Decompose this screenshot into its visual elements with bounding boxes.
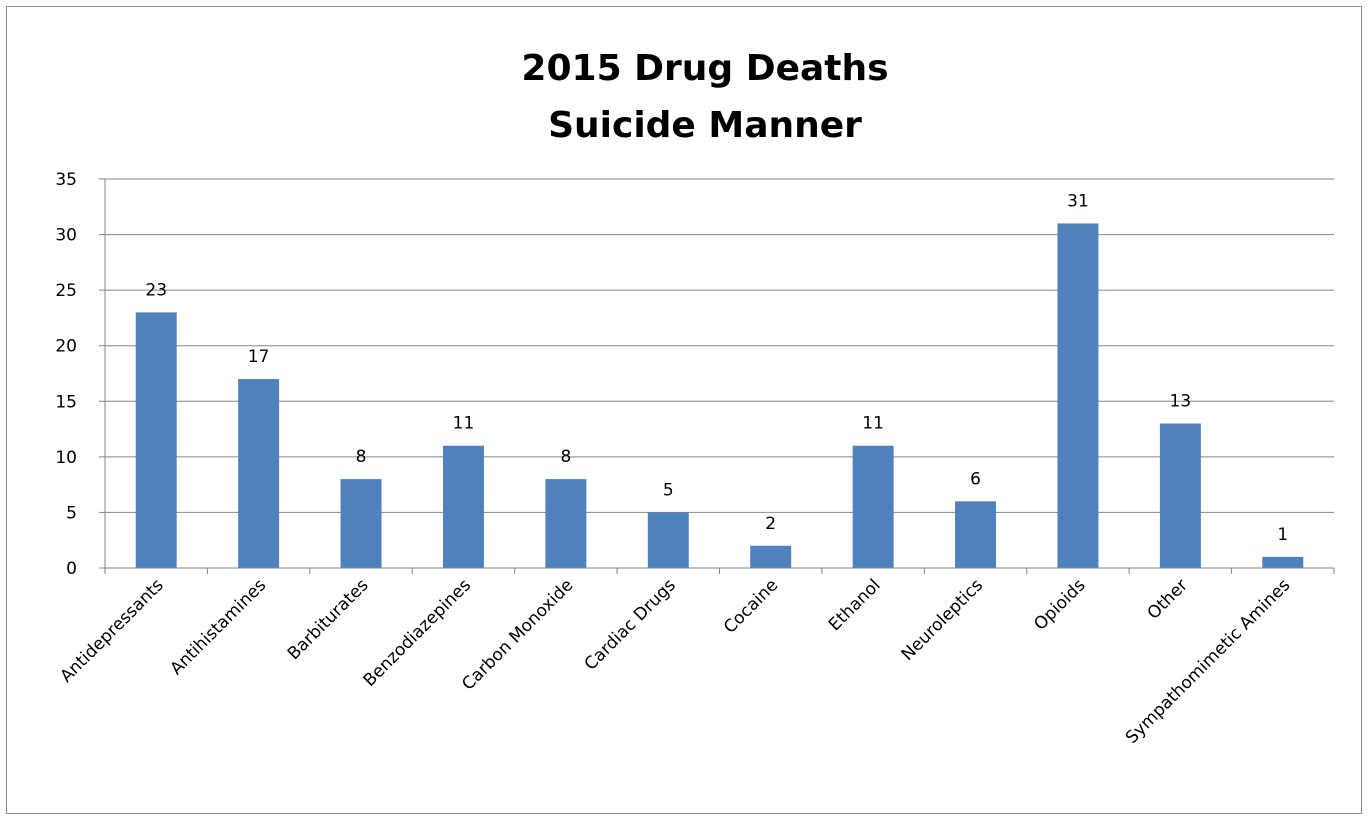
bars — [135, 223, 1304, 568]
y-tick-label: 10 — [55, 448, 77, 468]
axes — [99, 178, 1335, 574]
bar-carbon-monoxide — [545, 479, 587, 568]
bar-benzodiazepines — [442, 445, 484, 568]
chart-title-line-2: Suicide Manner — [548, 105, 862, 146]
bar-opioids — [1057, 223, 1099, 568]
x-category-label: Cardiac Drugs — [581, 575, 680, 674]
x-category-label: Antihistamines — [166, 575, 270, 679]
data-label: 2 — [765, 514, 776, 534]
x-category-label: Ethanol — [825, 575, 885, 635]
bar-cocaine — [750, 545, 792, 568]
data-label: 17 — [248, 347, 270, 367]
data-label: 5 — [663, 480, 674, 500]
x-category-label: Barbiturates — [284, 575, 373, 664]
data-label: 8 — [356, 447, 367, 467]
data-label: 31 — [1067, 191, 1089, 211]
x-category-label: Opioids — [1030, 575, 1089, 634]
bar-sympathomimetic-amines — [1262, 556, 1304, 568]
y-tick-label: 20 — [55, 337, 77, 357]
x-category-label: Benzodiazepines — [360, 575, 475, 690]
bar-barbiturates — [340, 479, 382, 568]
data-label: 6 — [970, 469, 981, 489]
x-category-label: Antidepressants — [56, 575, 167, 686]
data-label: 11 — [862, 414, 884, 434]
data-label: 11 — [453, 414, 475, 434]
bar-cardiac-drugs — [647, 512, 689, 568]
x-category-label: Other — [1144, 575, 1192, 623]
data-label: 1 — [1277, 525, 1288, 545]
x-category-label: Carbon Monoxide — [458, 575, 577, 694]
x-category-label: Neuroleptics — [898, 575, 988, 665]
y-tick-label: 15 — [55, 392, 77, 412]
y-tick-label: 30 — [55, 226, 77, 246]
chart-title-line-1: 2015 Drug Deaths — [521, 48, 888, 89]
y-tick-label: 0 — [66, 559, 77, 579]
y-tick-label: 35 — [55, 170, 77, 190]
bar-ethanol — [852, 445, 894, 568]
x-category-label: Cocaine — [720, 575, 782, 637]
chart-frame — [6, 6, 1362, 814]
data-label: 13 — [1170, 392, 1192, 412]
y-tick-label: 25 — [55, 281, 77, 301]
data-label: 8 — [560, 447, 571, 467]
bar-other — [1159, 423, 1201, 568]
bar-antihistamines — [238, 379, 280, 568]
bar-antidepressants — [135, 312, 177, 568]
x-category-label: Sympathomimetic Amines — [1122, 575, 1295, 748]
data-label: 23 — [145, 280, 167, 300]
bar-neuroleptics — [955, 501, 997, 568]
gridlines — [105, 178, 1334, 513]
y-tick-label: 5 — [66, 503, 77, 523]
